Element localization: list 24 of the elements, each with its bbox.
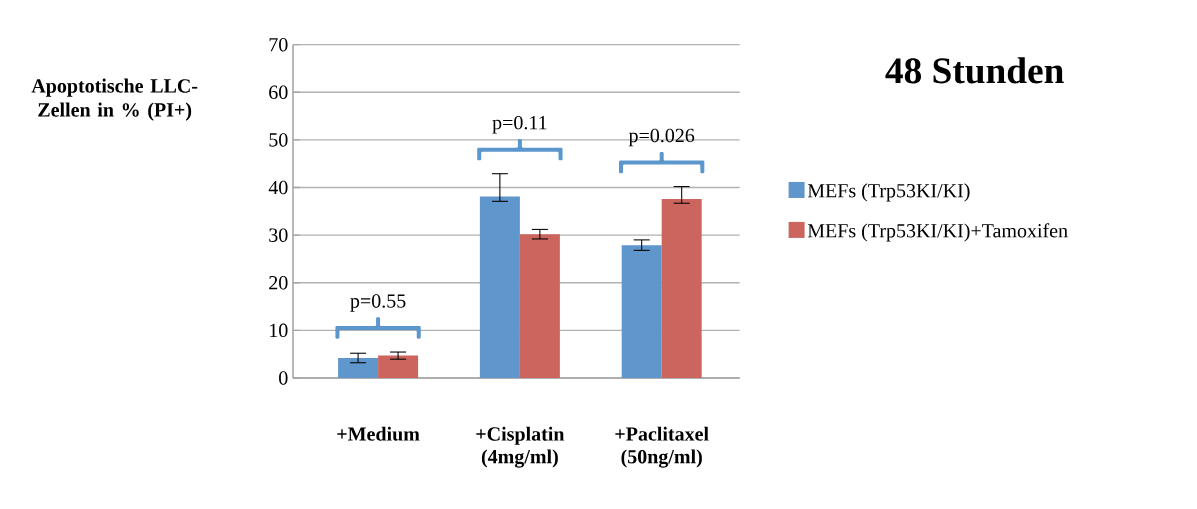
bar <box>621 245 662 378</box>
bar <box>479 196 520 378</box>
annotation: p=0.55 <box>350 294 406 312</box>
legend-label: MEFs (Trp53KI/KI) <box>807 183 970 202</box>
y-tick-label: 50 <box>269 133 288 147</box>
y-axis-title: Apoptotische LLC-Zellen in % (PI+) <box>31 78 198 121</box>
y-tick-label: 30 <box>269 228 288 242</box>
y-tick-label: 20 <box>269 276 288 290</box>
bar <box>661 198 702 378</box>
bar <box>378 355 419 378</box>
y-tick-label: 70 <box>269 37 288 52</box>
x-tick-label: +Medium <box>337 426 420 441</box>
bar <box>519 234 560 378</box>
y-tick-label: 10 <box>270 323 288 338</box>
legend-label: MEFs (Trp53KI/KI)+Tamoxifen <box>807 223 1068 242</box>
x-tick-label: +Paclitaxel (50ng/ml) <box>615 426 709 468</box>
annotation: p=0.11 <box>492 115 547 134</box>
y-tick-label: 0 <box>279 371 288 385</box>
bar <box>338 357 379 378</box>
text: 48 Stunden <box>885 57 1064 84</box>
y-tick-label: 40 <box>268 180 288 195</box>
x-tick-label: +Cisplatin (4mg/ml) <box>476 426 565 468</box>
y-tick-label: 60 <box>269 85 288 100</box>
annotation: p=0.026 <box>628 128 695 147</box>
